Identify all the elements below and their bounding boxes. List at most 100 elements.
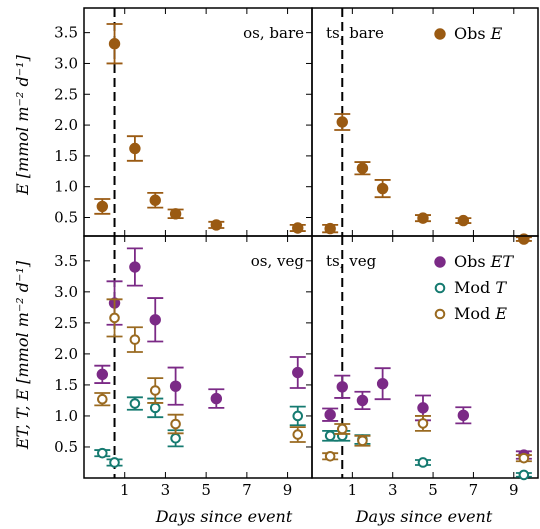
y-tick-label: 3.0: [54, 283, 78, 301]
y-tick-label: 1.0: [54, 178, 78, 196]
series-mod-t: [322, 429, 532, 481]
data-point: [96, 200, 109, 213]
data-point: [109, 312, 120, 324]
data-point: [324, 450, 336, 462]
data-point: [324, 430, 336, 442]
panel-os-veg: 0.5 1.0 1.5 2.0 2.5 3.0 3.5 1 3 5 7 9 os, veg: [54, 235, 313, 499]
data-point: [210, 392, 223, 405]
panel-frame: [83, 235, 313, 479]
data-point: [292, 222, 304, 234]
data-point: [336, 116, 348, 128]
legend-label: Mod E: [454, 304, 507, 323]
legend-marker: [434, 256, 446, 268]
data-point: [149, 314, 161, 326]
y-axis-label-text-top: E [mmol m⁻² d⁻¹]: [13, 54, 32, 195]
data-point: [170, 418, 181, 430]
x-tick-label: 1: [120, 481, 130, 499]
data-point: [108, 38, 121, 50]
x-tick-label: 5: [428, 481, 438, 499]
data-point: [457, 409, 470, 422]
data-point: [149, 385, 161, 396]
legend-marker: [434, 28, 446, 40]
panel-label: os, veg: [251, 252, 305, 270]
data-point: [292, 429, 304, 440]
y-axis-label-bottom: ET, T, E [mmol m⁻² d⁻¹]: [13, 260, 32, 450]
data-point: [336, 423, 348, 435]
legend-marker: [434, 282, 446, 294]
legend-marker: [434, 308, 446, 320]
panel-ts-veg: 1 3 5 7 9 ts, veg Obs ET Mod T Mod E: [311, 235, 539, 499]
x-tick-label: 9: [283, 481, 293, 499]
data-point: [417, 418, 429, 429]
panels: 0.5 1.0 1.5 2.0 2.5 3.0 3.5 os, bare ts, bare Obs…: [54, 7, 539, 499]
x-tick-label: 7: [469, 481, 479, 499]
panel-label: ts, bare: [326, 24, 384, 42]
x-axis-label-right: Days since event: [355, 507, 493, 526]
series-obs-et: [322, 367, 532, 461]
panel-ts-bare: ts, bare Obs E: [311, 7, 539, 245]
data-point: [149, 194, 161, 206]
data-point: [417, 212, 429, 224]
data-point: [97, 393, 108, 405]
panel-frame: [311, 235, 539, 479]
legend-label: Mod T: [454, 278, 507, 297]
data-point: [417, 402, 429, 414]
x-tick-label: 3: [161, 481, 171, 499]
data-point: [129, 142, 141, 155]
y-tick-label: 1.5: [54, 376, 78, 394]
data-point: [292, 410, 304, 422]
y-tick-label: 1.5: [54, 147, 78, 165]
data-point: [97, 447, 108, 459]
series-mod-e: [322, 415, 532, 464]
data-point: [210, 219, 223, 231]
data-point: [169, 380, 182, 392]
x-tick-label: 7: [242, 481, 252, 499]
x-tick-label: 3: [388, 481, 398, 499]
data-point: [129, 261, 141, 273]
legend-label: Obs ET: [454, 252, 514, 271]
y-tick-label: 3.5: [54, 24, 78, 42]
data-point: [417, 457, 429, 468]
series-mod-t: [94, 396, 306, 468]
data-point: [129, 398, 141, 409]
x-tick-label: 9: [509, 481, 519, 499]
y-tick-label: 0.5: [54, 209, 78, 227]
legend: Obs ET Mod T Mod E: [434, 252, 514, 323]
y-tick-label: 2.5: [54, 85, 78, 103]
data-point: [357, 435, 368, 447]
data-point: [518, 452, 530, 464]
y-tick-label: 2.0: [54, 345, 78, 363]
series-obs-e: [322, 113, 532, 245]
x-axis-label-left: Days since event: [155, 507, 293, 526]
data-point: [336, 381, 348, 393]
y-tick-label: 3.0: [54, 54, 78, 72]
data-point: [149, 402, 161, 414]
y-tick-label: 0.5: [54, 438, 78, 456]
panel-label: os, bare: [243, 24, 304, 42]
panel-os-bare: 0.5 1.0 1.5 2.0 2.5 3.0 3.5 os, bare: [54, 7, 313, 237]
y-tick-label: 1.0: [54, 407, 78, 425]
x-tick-label: 5: [201, 481, 211, 499]
series-mod-e: [94, 298, 306, 443]
data-point: [324, 222, 336, 235]
y-axis-label-text-bottom: ET, T, E [mmol m⁻² d⁻¹]: [13, 260, 32, 450]
data-point: [109, 457, 120, 468]
data-point: [96, 368, 109, 381]
data-point: [376, 182, 389, 195]
series-obs-et: [94, 247, 306, 409]
y-tick-label: 2.5: [54, 314, 78, 332]
data-point: [376, 377, 389, 390]
legend: Obs E: [434, 24, 503, 43]
series-obs-e: [94, 23, 306, 234]
panel-label: ts, veg: [326, 252, 377, 270]
y-tick-label: 2.0: [54, 116, 78, 134]
legend-label: Obs E: [454, 24, 503, 43]
data-point: [170, 432, 181, 444]
data-point: [356, 162, 369, 174]
data-point: [324, 409, 336, 421]
data-point: [292, 366, 304, 379]
data-point: [356, 394, 369, 407]
data-point: [518, 469, 530, 481]
y-tick-label: 3.5: [54, 252, 78, 270]
